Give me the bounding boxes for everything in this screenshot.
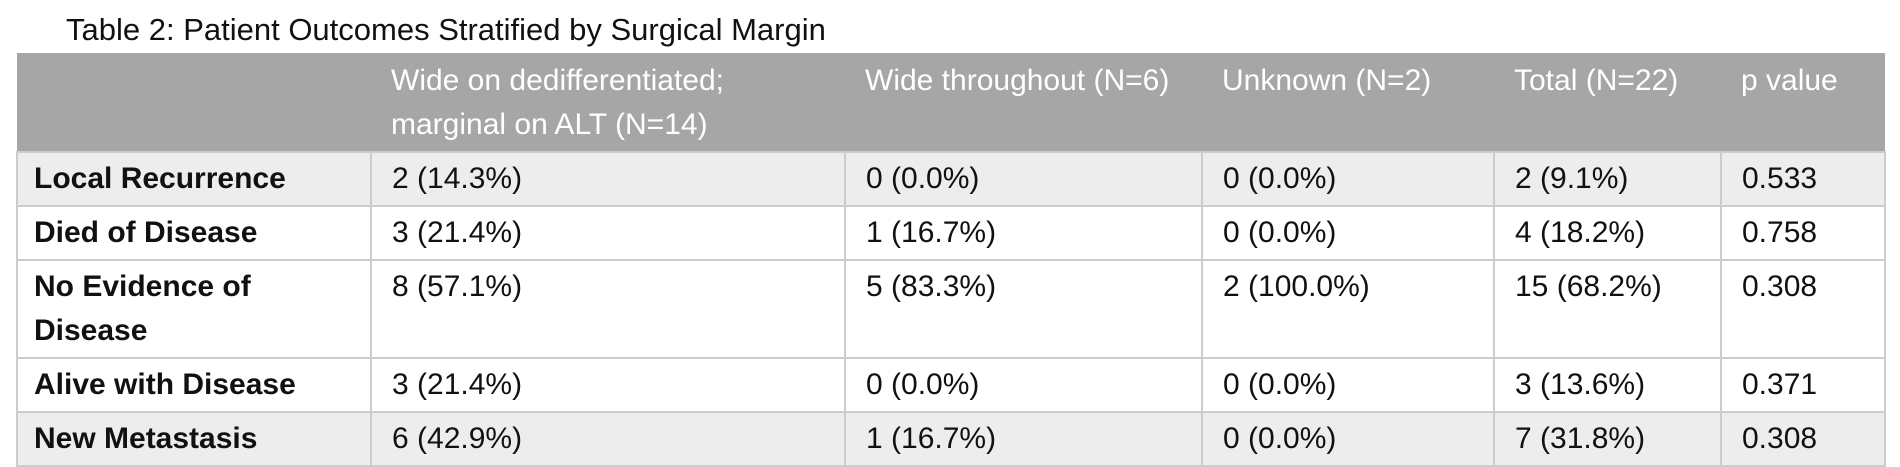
table-cell: 5 (83.3%) bbox=[844, 259, 1203, 359]
table-cell: 0.308 bbox=[1720, 411, 1886, 467]
table-cell: 0 (0.0%) bbox=[1201, 411, 1495, 467]
row-label: Died of Disease bbox=[16, 205, 372, 261]
outcomes-table: Wide on dedifferentiated; marginal on AL… bbox=[16, 53, 1886, 467]
table-row-local-recurrence: Local Recurrence 2 (14.3%) 0 (0.0%) 0 (0… bbox=[16, 151, 1886, 207]
table-cell: 3 (13.6%) bbox=[1493, 357, 1722, 413]
row-label: No Evidence of Disease bbox=[16, 259, 372, 359]
table-cell: 2 (100.0%) bbox=[1201, 259, 1495, 359]
table-cell: 3 (21.4%) bbox=[370, 205, 846, 261]
header-cell-blank bbox=[17, 53, 371, 152]
table-cell: 0.533 bbox=[1720, 151, 1886, 207]
table-cell: 1 (16.7%) bbox=[844, 411, 1203, 467]
table-row-no-evidence-of-disease: No Evidence of Disease 8 (57.1%) 5 (83.3… bbox=[16, 259, 1886, 359]
header-cell-unknown: Unknown (N=2) bbox=[1202, 53, 1494, 152]
table-cell: 0.758 bbox=[1720, 205, 1886, 261]
header-row: Wide on dedifferentiated; marginal on AL… bbox=[17, 53, 1885, 152]
table-cell: 2 (9.1%) bbox=[1493, 151, 1722, 207]
table-cell: 15 (68.2%) bbox=[1493, 259, 1722, 359]
table-row-died-of-disease: Died of Disease 3 (21.4%) 1 (16.7%) 0 (0… bbox=[16, 205, 1886, 261]
table-cell: 0.308 bbox=[1720, 259, 1886, 359]
table-row-new-metastasis: New Metastasis 6 (42.9%) 1 (16.7%) 0 (0.… bbox=[16, 411, 1886, 467]
header-cell-wide-dedifferentiated: Wide on dedifferentiated; marginal on AL… bbox=[371, 53, 845, 152]
row-label: New Metastasis bbox=[16, 411, 372, 467]
table-cell: 7 (31.8%) bbox=[1493, 411, 1722, 467]
row-label: Local Recurrence bbox=[16, 151, 372, 207]
table-cell: 0.371 bbox=[1720, 357, 1886, 413]
table-cell: 0 (0.0%) bbox=[1201, 151, 1495, 207]
header-cell-wide-throughout: Wide throughout (N=6) bbox=[845, 53, 1202, 152]
table-caption: Table 2: Patient Outcomes Stratified by … bbox=[66, 12, 826, 47]
header-cell-total: Total (N=22) bbox=[1494, 53, 1721, 152]
table-cell: 0 (0.0%) bbox=[1201, 205, 1495, 261]
table-cell: 3 (21.4%) bbox=[370, 357, 846, 413]
table-cell: 6 (42.9%) bbox=[370, 411, 846, 467]
table-cell: 1 (16.7%) bbox=[844, 205, 1203, 261]
header-cell-p-value: p value bbox=[1721, 53, 1885, 152]
row-label: Alive with Disease bbox=[16, 357, 372, 413]
table-row-alive-with-disease: Alive with Disease 3 (21.4%) 0 (0.0%) 0 … bbox=[16, 357, 1886, 413]
table-cell: 2 (14.3%) bbox=[370, 151, 846, 207]
table-cell: 8 (57.1%) bbox=[370, 259, 846, 359]
table-cell: 0 (0.0%) bbox=[844, 151, 1203, 207]
table-cell: 0 (0.0%) bbox=[844, 357, 1203, 413]
table-cell: 4 (18.2%) bbox=[1493, 205, 1722, 261]
table-cell: 0 (0.0%) bbox=[1201, 357, 1495, 413]
